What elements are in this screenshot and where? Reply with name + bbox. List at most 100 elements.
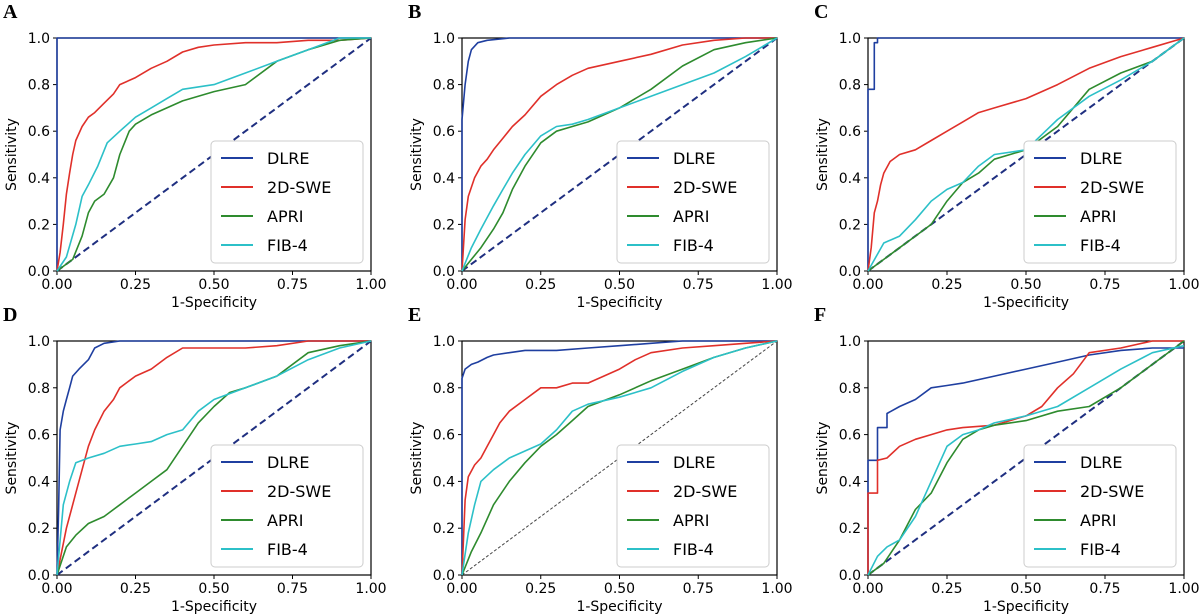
x-tick-label: 0.00 xyxy=(41,581,72,597)
legend-label: DLRE xyxy=(267,453,309,472)
y-axis-label: Sensitivity xyxy=(815,422,831,495)
legend-label: APRI xyxy=(673,511,709,530)
y-tick-label: 0.4 xyxy=(839,474,861,490)
x-tick-label: 0.50 xyxy=(1010,581,1041,597)
legend: DLRE 2D-SWE APRI FIB-4 xyxy=(616,140,770,264)
legend-label: FIB-4 xyxy=(1080,236,1121,255)
y-axis-label: Sensitivity xyxy=(409,118,425,191)
roc-panel-3: D 0.00 0.25 0.50 0.75 1.00 0.0 0.2 0.4 0.6 0.8 1.0 1… xyxy=(3,304,387,615)
y-tick-label: 0.4 xyxy=(28,474,50,490)
y-tick-label: 0.6 xyxy=(28,428,50,444)
x-axis-label: 1-Specificity xyxy=(171,295,257,311)
roc-panel-0: A 0.00 0.25 0.50 0.75 1.00 0.0 0.2 0.4 0.6 0.8 1.0 1… xyxy=(3,1,387,311)
y-axis-label: Sensitivity xyxy=(409,422,425,495)
panel-letter: C xyxy=(814,1,828,23)
panel-letter: A xyxy=(3,1,18,23)
x-tick-label: 0.25 xyxy=(525,277,556,293)
x-tick-label: 1.00 xyxy=(355,277,386,293)
legend-box xyxy=(616,140,770,264)
x-tick-label: 1.00 xyxy=(1168,581,1199,597)
legend-label: APRI xyxy=(1080,511,1116,530)
roc-curve-2d-swe xyxy=(461,37,777,272)
legend-box xyxy=(616,444,770,568)
x-tick-label: 0.50 xyxy=(1010,277,1041,293)
y-axis-label: Sensitivity xyxy=(4,118,20,191)
roc-curve-fib-4 xyxy=(867,37,1185,272)
legend-box xyxy=(1023,140,1177,264)
y-axis-label: Sensitivity xyxy=(4,422,20,495)
legend-label: 2D-SWE xyxy=(1080,178,1144,197)
x-tick-label: 0.25 xyxy=(120,581,151,597)
y-tick-label: 0.6 xyxy=(28,124,50,140)
roc-curve-fib-4 xyxy=(56,340,372,576)
legend-label: APRI xyxy=(267,207,303,226)
legend-label: APRI xyxy=(1080,207,1116,226)
legend-box xyxy=(210,444,364,568)
x-tick-label: 0.00 xyxy=(852,581,883,597)
legend-label: DLRE xyxy=(1080,149,1122,168)
x-tick-label: 0.75 xyxy=(1089,581,1120,597)
legend-label: FIB-4 xyxy=(673,236,714,255)
y-tick-label: 0.0 xyxy=(839,264,861,280)
y-tick-label: 1.0 xyxy=(28,31,50,47)
x-tick-label: 0.50 xyxy=(198,581,229,597)
roc-curve-fib-4 xyxy=(867,344,1185,576)
legend-label: 2D-SWE xyxy=(673,482,737,501)
x-axis-label: 1-Specificity xyxy=(983,295,1069,311)
y-tick-label: 0.8 xyxy=(839,78,861,94)
panel-letter: E xyxy=(408,304,421,326)
x-tick-label: 0.50 xyxy=(604,581,635,597)
y-tick-label: 1.0 xyxy=(433,31,455,47)
y-axis-label: Sensitivity xyxy=(815,118,831,191)
legend-label: DLRE xyxy=(673,149,715,168)
y-tick-label: 0.8 xyxy=(28,78,50,94)
y-tick-label: 0.8 xyxy=(28,381,50,397)
roc-curve-dlre xyxy=(867,347,1184,575)
x-tick-label: 0.75 xyxy=(683,277,714,293)
y-tick-label: 0.0 xyxy=(839,568,861,584)
legend-label: DLRE xyxy=(673,453,715,472)
roc-curve-fib-4 xyxy=(461,340,778,576)
y-tick-label: 1.0 xyxy=(839,31,861,47)
roc-curve-fib-4 xyxy=(56,37,371,272)
legend-label: 2D-SWE xyxy=(267,482,331,501)
roc-curve-dlre xyxy=(461,340,777,575)
x-axis-label: 1-Specificity xyxy=(171,599,257,615)
y-tick-label: 0.8 xyxy=(839,381,861,397)
legend: DLRE 2D-SWE APRI FIB-4 xyxy=(210,444,364,568)
chance-diagonal xyxy=(56,37,372,272)
x-tick-label: 1.00 xyxy=(761,581,792,597)
y-tick-label: 0.8 xyxy=(433,78,455,94)
y-tick-label: 1.0 xyxy=(28,334,50,350)
roc-panel-1: B 0.00 0.25 0.50 0.75 1.00 0.0 0.2 0.4 0.6 0.8 1.0 1… xyxy=(408,1,793,311)
x-tick-label: 0.75 xyxy=(683,581,714,597)
roc-curve-dlre xyxy=(867,37,1184,271)
legend: DLRE 2D-SWE APRI FIB-4 xyxy=(210,140,364,264)
roc-curve-apri xyxy=(461,340,778,576)
legend-box xyxy=(210,140,364,264)
legend-box xyxy=(1023,444,1177,568)
y-tick-label: 0.6 xyxy=(433,428,455,444)
x-tick-label: 0.25 xyxy=(120,277,151,293)
y-tick-label: 0.0 xyxy=(433,264,455,280)
legend-label: FIB-4 xyxy=(267,236,308,255)
legend: DLRE 2D-SWE APRI FIB-4 xyxy=(1023,444,1177,568)
roc-curve-dlre xyxy=(56,340,371,576)
legend: DLRE 2D-SWE APRI FIB-4 xyxy=(616,444,770,568)
y-tick-label: 1.0 xyxy=(433,334,455,350)
y-tick-label: 0.2 xyxy=(28,521,50,537)
y-tick-label: 0.2 xyxy=(28,217,50,233)
legend-label: DLRE xyxy=(267,149,309,168)
legend-label: 2D-SWE xyxy=(267,178,331,197)
y-tick-label: 0.4 xyxy=(28,171,50,187)
x-tick-label: 0.50 xyxy=(604,277,635,293)
y-tick-label: 0.8 xyxy=(433,381,455,397)
roc-curve-apri xyxy=(461,37,778,272)
x-axis-label: 1-Specificity xyxy=(576,295,662,311)
y-tick-label: 0.6 xyxy=(839,124,861,140)
x-tick-label: 0.00 xyxy=(446,581,477,597)
y-tick-label: 0.6 xyxy=(839,428,861,444)
legend-label: FIB-4 xyxy=(673,540,714,559)
y-tick-label: 0.4 xyxy=(433,171,455,187)
